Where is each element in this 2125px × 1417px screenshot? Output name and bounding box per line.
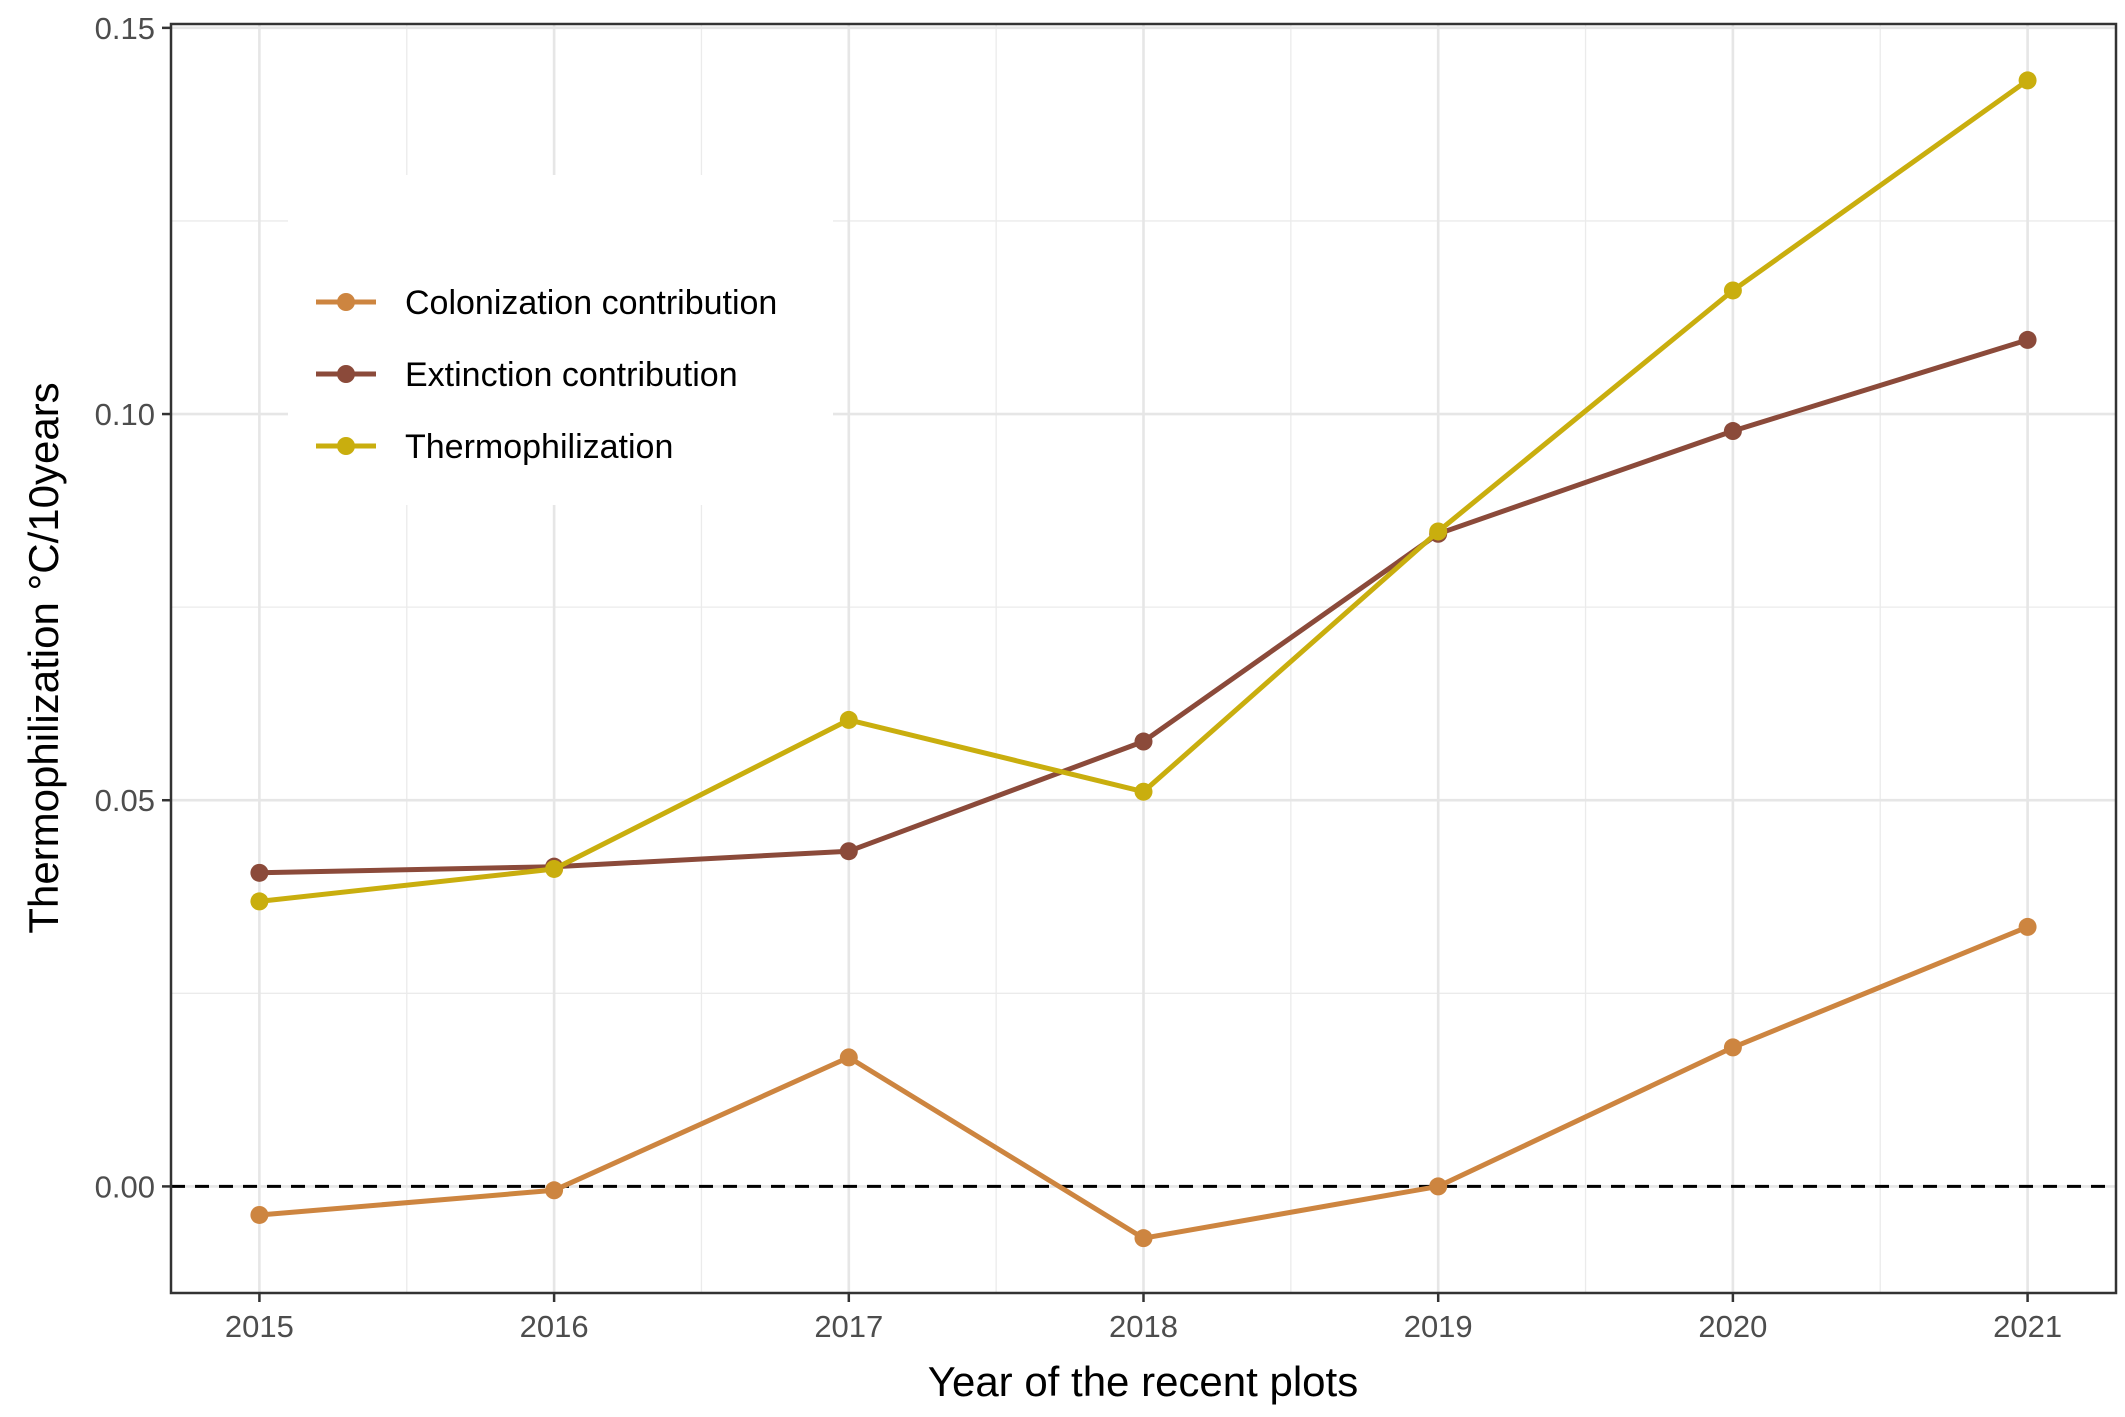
data-point (2018, 330, 2037, 349)
legend-key-point (337, 365, 355, 383)
x-tick-label: 2015 (225, 1309, 294, 1344)
data-point (1134, 782, 1153, 801)
data-point (2018, 917, 2037, 936)
legend-label: Thermophilization (405, 428, 673, 466)
data-point (1134, 1229, 1153, 1248)
y-tick-label: 0.10 (95, 397, 155, 432)
x-axis: 2015 2016 2017 2018 2019 2020 2021 (225, 1293, 2062, 1344)
legend: Colonization contribution Extinction cont… (288, 175, 833, 505)
data-point (250, 863, 269, 882)
legend-key-point (337, 437, 355, 455)
x-tick-label: 2019 (1404, 1309, 1473, 1344)
legend-label: Colonization contribution (405, 284, 777, 322)
series-layer (250, 71, 2037, 1248)
legend-item-0: Colonization contribution (316, 284, 777, 322)
legend-item-1: Extinction contribution (316, 356, 738, 394)
data-point (545, 1181, 564, 1200)
data-point (2018, 71, 2037, 90)
series-2 (250, 71, 2037, 911)
data-point (545, 859, 564, 878)
x-axis-title: Year of the recent plots (928, 1358, 1358, 1405)
legend-item-2: Thermophilization (316, 428, 673, 466)
data-point (250, 1205, 269, 1224)
data-point (1723, 1038, 1742, 1057)
x-tick-label: 2017 (814, 1309, 883, 1344)
y-tick-label: 0.00 (95, 1169, 155, 1204)
data-point (1723, 422, 1742, 441)
data-point (1429, 522, 1448, 541)
legend-background (288, 175, 833, 505)
x-tick-label: 2016 (520, 1309, 589, 1344)
x-tick-label: 2018 (1109, 1309, 1178, 1344)
x-tick-label: 2020 (1698, 1309, 1767, 1344)
series-0 (250, 917, 2037, 1248)
data-point (839, 710, 858, 729)
y-tick-label: 0.15 (95, 11, 155, 46)
data-point (839, 1048, 858, 1067)
y-axis: 0.00 0.05 0.10 0.15 (95, 11, 171, 1204)
data-point (1723, 281, 1742, 300)
data-point (250, 892, 269, 911)
data-point (1429, 1177, 1448, 1196)
y-axis-title: Thermophilization °C/10years (20, 382, 67, 933)
legend-label: Extinction contribution (405, 356, 738, 394)
data-point (839, 842, 858, 861)
y-tick-label: 0.05 (95, 783, 155, 818)
legend-key-point (337, 293, 355, 311)
x-tick-label: 2021 (1993, 1309, 2062, 1344)
data-point (1134, 732, 1153, 751)
